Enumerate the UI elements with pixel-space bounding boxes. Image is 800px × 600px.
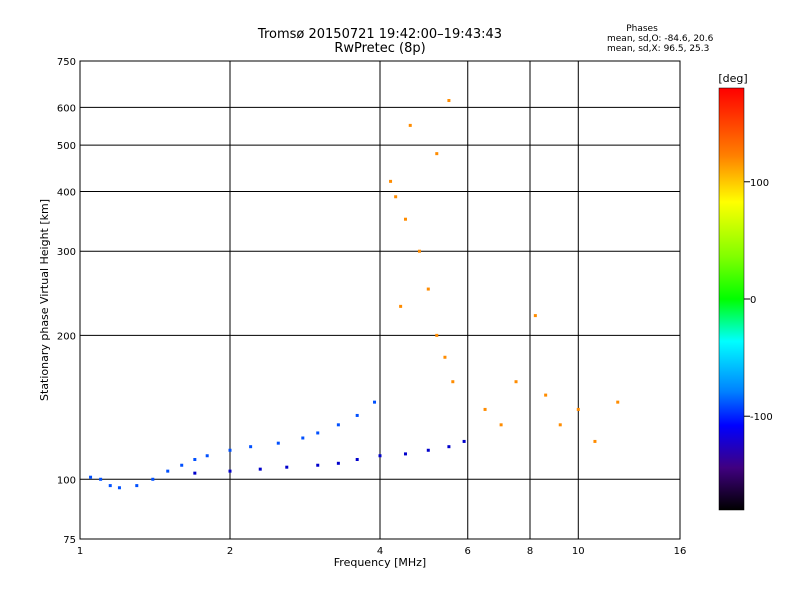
chart-subtitle: RwPretec (8p) <box>334 41 425 56</box>
data-point <box>316 463 320 467</box>
data-point <box>417 249 421 253</box>
chart-title: Tromsø 20150721 19:42:00–19:43:43 <box>257 27 502 42</box>
data-point <box>378 454 382 458</box>
data-point <box>180 463 184 467</box>
data-point <box>336 423 340 427</box>
data-point <box>166 469 170 473</box>
x-tick-label: 4 <box>377 546 383 557</box>
data-point <box>151 477 155 481</box>
data-points <box>89 99 620 490</box>
data-point <box>426 448 430 452</box>
data-point <box>285 465 289 469</box>
data-point <box>544 393 548 397</box>
data-point <box>108 484 112 488</box>
x-tick-label: 6 <box>465 546 471 557</box>
data-point <box>462 439 466 443</box>
data-point <box>193 471 197 475</box>
data-point <box>399 304 403 308</box>
data-point <box>447 445 451 449</box>
data-point <box>447 99 451 103</box>
x-tick-label: 16 <box>674 546 687 557</box>
data-point <box>336 461 340 465</box>
data-point <box>576 407 580 411</box>
y-tick-label: 75 <box>63 535 76 546</box>
data-point <box>228 448 232 452</box>
y-tick-label: 200 <box>57 331 76 342</box>
x-tick-label: 2 <box>227 546 233 557</box>
data-point <box>435 333 439 337</box>
y-axis-ticks: 75 100 200 300 400 500 600 750 <box>57 57 76 546</box>
grid-lines <box>79 60 681 540</box>
data-point <box>99 477 103 481</box>
data-point <box>426 287 430 291</box>
data-point <box>193 457 197 461</box>
y-tick-label: 600 <box>57 103 76 114</box>
data-point <box>205 454 209 458</box>
colorbar-ticks: 100 0 -100 <box>744 178 773 423</box>
x-tick-label: 10 <box>572 546 585 557</box>
data-point <box>316 431 320 435</box>
data-point <box>408 123 412 127</box>
data-point <box>355 457 359 461</box>
x-tick-label: 8 <box>527 546 533 557</box>
y-axis-label: Stationary phase Virtual Height [km] <box>38 199 51 401</box>
data-point <box>616 400 620 404</box>
data-point <box>443 355 447 359</box>
y-tick-label: 500 <box>57 141 76 152</box>
data-point <box>483 407 487 411</box>
data-point <box>394 195 398 199</box>
phases-heading: Phases <box>626 24 658 34</box>
y-tick-label: 750 <box>57 57 76 68</box>
data-point <box>389 179 393 183</box>
colorbar-tick-label: -100 <box>750 412 773 423</box>
x-tick-label: 1 <box>77 546 83 557</box>
data-point <box>301 436 305 440</box>
data-point <box>373 400 377 404</box>
data-point <box>514 380 518 384</box>
data-point <box>558 423 562 427</box>
y-tick-label: 400 <box>57 187 76 198</box>
data-point <box>593 439 597 443</box>
plot-frame <box>79 60 681 540</box>
phases-o-stats: mean, sd,O: -84.6, 20.6 <box>607 34 714 44</box>
y-tick-label: 300 <box>57 247 76 258</box>
data-point <box>403 452 407 456</box>
data-point <box>451 380 455 384</box>
colorbar-label: [deg] <box>718 72 747 85</box>
phases-x-stats: mean, sd,X: 96.5, 25.3 <box>607 44 709 54</box>
data-point <box>435 152 439 156</box>
colorbar-tick-label: 0 <box>750 295 756 306</box>
data-point <box>276 441 280 445</box>
data-point <box>135 484 139 488</box>
colorbar-tick-label: 100 <box>750 178 769 189</box>
data-point <box>89 475 93 479</box>
data-point <box>117 486 121 490</box>
y-tick-label: 100 <box>57 475 76 486</box>
colorbar <box>718 87 745 511</box>
data-point <box>249 445 253 449</box>
data-point <box>258 467 262 471</box>
x-axis-label: Frequency [MHz] <box>334 556 426 569</box>
data-point <box>533 314 537 318</box>
data-point <box>499 423 503 427</box>
x-axis-ticks: 1 2 4 6 8 10 16 <box>77 546 687 557</box>
data-point <box>228 469 232 473</box>
data-point <box>403 217 407 221</box>
data-point <box>355 413 359 417</box>
